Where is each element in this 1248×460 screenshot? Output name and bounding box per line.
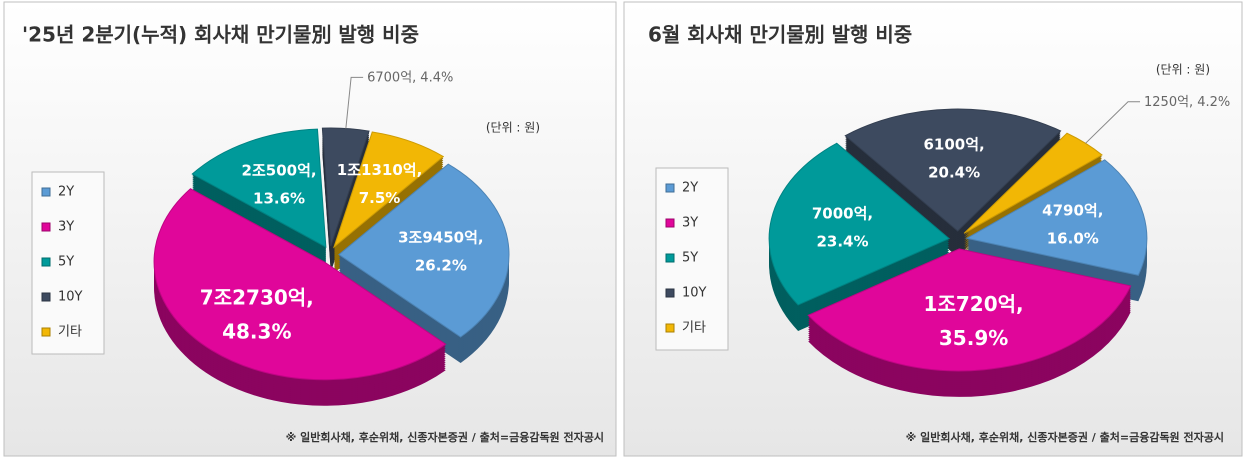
legend-label: 5Y xyxy=(58,255,74,270)
slice xyxy=(807,248,1132,372)
value-label: 4.4% xyxy=(420,70,453,85)
value-label: 7.5% xyxy=(359,189,401,207)
leader-line xyxy=(1085,101,1141,144)
slice xyxy=(332,131,445,249)
legend-swatch xyxy=(41,292,51,302)
legend-label: 10Y xyxy=(682,286,707,301)
amount-label: 4790억, xyxy=(1042,202,1103,220)
unit-note: (단위 : 원) xyxy=(1156,63,1210,77)
slice xyxy=(963,132,1103,234)
amount-label: 1250억, xyxy=(1144,94,1193,109)
legend-label: 기타 xyxy=(58,325,82,340)
legend-label: 10Y xyxy=(58,290,83,305)
amount-label: 2조500억, xyxy=(242,162,317,180)
value-label: 20.4% xyxy=(928,163,980,181)
legend-swatch xyxy=(665,253,675,263)
amount-label: 6700억, xyxy=(367,70,416,85)
value-label: 16.0% xyxy=(1047,230,1099,248)
amount-label: 7조2730억, xyxy=(200,285,314,309)
amount-label: 6100억, xyxy=(924,135,985,153)
legend-label: 3Y xyxy=(682,216,698,231)
chart-title: 6월 회사채 만기물別 발행 비중 xyxy=(648,23,912,47)
amount-label: 7000억, xyxy=(812,204,873,222)
slice xyxy=(768,142,951,306)
pie xyxy=(153,127,510,406)
data-label: 6700억, 4.4% xyxy=(367,70,453,85)
value-label: 35.9% xyxy=(939,326,1008,350)
amount-label: 1조1310억, xyxy=(337,161,422,179)
legend-swatch xyxy=(41,222,51,232)
value-label: 23.4% xyxy=(816,232,868,250)
value-label: 48.3% xyxy=(222,319,291,343)
legend-swatch xyxy=(41,327,51,337)
data-label: 1250억, 4.2% xyxy=(1144,94,1230,109)
legend-swatch xyxy=(665,183,675,193)
legend-swatch xyxy=(41,257,51,267)
slice xyxy=(338,163,510,338)
leader-line xyxy=(345,76,364,129)
legend-label: 5Y xyxy=(682,251,698,266)
value-label: 4.2% xyxy=(1197,94,1230,109)
slice xyxy=(191,128,327,248)
slice xyxy=(965,159,1148,276)
legend-swatch xyxy=(665,218,675,228)
legend-label: 2Y xyxy=(58,185,74,200)
value-label: 13.6% xyxy=(253,190,305,208)
unit-note: (단위 : 원) xyxy=(486,121,540,135)
amount-label: 1조720억, xyxy=(924,292,1024,316)
legend-label: 기타 xyxy=(682,321,706,336)
slice xyxy=(153,188,447,381)
value-label: 26.2% xyxy=(415,257,467,275)
footnote: ※ 일반회사채, 후순위채, 신종자본증권 / 출처=금융감독원 전자공시 xyxy=(906,430,1224,444)
chart-title: '25년 2분기(누적) 회사채 만기물別 발행 비중 xyxy=(22,23,419,47)
slice xyxy=(844,108,1062,232)
amount-label: 3조9450억, xyxy=(398,229,483,247)
legend-label: 3Y xyxy=(58,220,74,235)
pie xyxy=(768,108,1148,397)
footnote: ※ 일반회사채, 후순위채, 신종자본증권 / 출처=금융감독원 전자공시 xyxy=(286,430,604,444)
slice xyxy=(321,127,370,247)
legend-swatch xyxy=(665,323,675,333)
legend-swatch xyxy=(665,288,675,298)
legend-label: 2Y xyxy=(682,181,698,196)
legend-swatch xyxy=(41,187,51,197)
